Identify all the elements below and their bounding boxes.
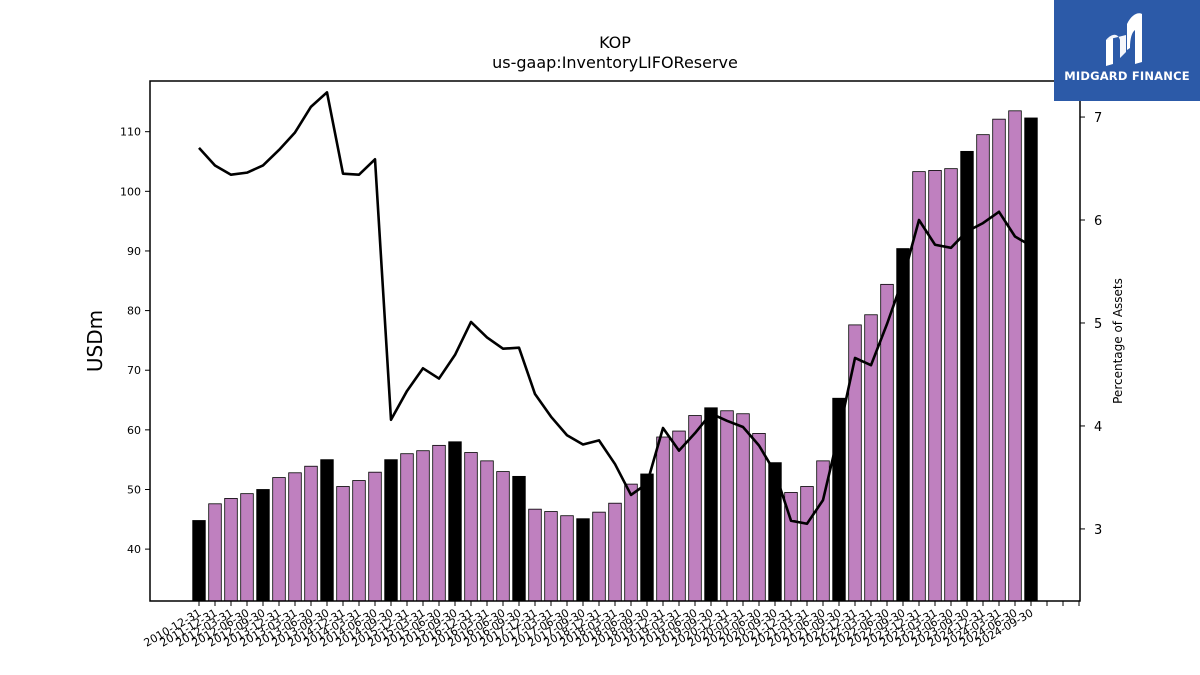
bar-2019-09-30 bbox=[752, 433, 766, 602]
bar-2023-03-31 bbox=[976, 134, 990, 602]
midgard-logo-icon bbox=[1106, 13, 1142, 66]
bar-2016-09-30 bbox=[560, 515, 574, 602]
bar-2016-06-30 bbox=[544, 511, 558, 602]
bar-2011-06-30 bbox=[224, 498, 238, 602]
y2-tick-label: 7 bbox=[1094, 111, 1102, 126]
bar-2016-03-31 bbox=[528, 508, 542, 602]
bar-2017-06-30 bbox=[608, 502, 622, 602]
bar-2011-03-31 bbox=[208, 503, 222, 602]
bar-2021-12-31 bbox=[896, 248, 910, 602]
bar-2014-03-31 bbox=[400, 453, 414, 602]
bar-2017-03-31 bbox=[592, 511, 606, 602]
y2-tick-label: 5 bbox=[1094, 317, 1102, 332]
bar-2022-06-30 bbox=[928, 170, 942, 602]
y2-tick-label: 4 bbox=[1094, 420, 1102, 435]
y-tick-label: 110 bbox=[120, 126, 141, 139]
bar-2020-06-30 bbox=[800, 486, 814, 602]
bar-2014-09-30 bbox=[432, 444, 446, 602]
y-tick-label: 100 bbox=[120, 185, 141, 198]
bar-2013-12-31 bbox=[384, 459, 398, 602]
bar-2014-12-31 bbox=[448, 441, 462, 602]
bar-2013-03-31 bbox=[336, 486, 350, 602]
bar-2011-09-30 bbox=[240, 493, 254, 602]
chart-subtitle: us-gaap:InventoryLIFOReserve bbox=[492, 53, 738, 72]
y-tick-label: 80 bbox=[127, 305, 141, 318]
bar-2015-03-31 bbox=[464, 452, 478, 602]
y-tick-label: 60 bbox=[127, 424, 141, 437]
percentage-of-assets-line bbox=[198, 91, 1032, 526]
bar-2018-06-30 bbox=[672, 430, 686, 602]
bar-2015-12-31 bbox=[512, 475, 526, 602]
chart-title: KOP bbox=[599, 33, 631, 52]
bar-2012-09-30 bbox=[304, 465, 318, 602]
y-tick-label: 90 bbox=[127, 245, 141, 258]
bar-2012-03-31 bbox=[272, 477, 286, 602]
bar-2021-03-31 bbox=[848, 324, 862, 602]
bar-2013-09-30 bbox=[368, 471, 382, 602]
y2-tick-label: 3 bbox=[1094, 523, 1102, 538]
bar-2022-12-31 bbox=[960, 150, 974, 602]
logo-text: MIDGARD FINANCE bbox=[1064, 69, 1190, 83]
y-tick-label: 50 bbox=[127, 483, 141, 496]
bar-2012-06-30 bbox=[288, 472, 302, 602]
line-group bbox=[198, 91, 1032, 526]
y-axis-label: USDm bbox=[83, 310, 107, 372]
bar-2017-12-31 bbox=[640, 473, 654, 602]
bar-2019-03-31 bbox=[720, 410, 734, 602]
bar-2014-06-30 bbox=[416, 450, 430, 602]
bar-2018-09-30 bbox=[688, 415, 702, 602]
bar-2018-12-31 bbox=[704, 407, 718, 602]
y2-axis-label: Percentage of Assets bbox=[1111, 278, 1125, 404]
y-tick-label: 70 bbox=[127, 364, 141, 377]
bar-2021-06-30 bbox=[864, 314, 878, 602]
bar-2023-12-31 bbox=[1024, 117, 1038, 602]
y2-tick-label: 6 bbox=[1094, 214, 1102, 229]
bar-2019-06-30 bbox=[736, 413, 750, 602]
bar-2013-06-30 bbox=[352, 480, 366, 602]
bar-group bbox=[192, 110, 1038, 602]
bar-2012-12-31 bbox=[320, 459, 334, 602]
bar-2022-09-30 bbox=[944, 168, 958, 602]
bar-2023-09-30 bbox=[1008, 110, 1022, 602]
bar-2017-09-30 bbox=[624, 483, 638, 602]
y-tick-label: 40 bbox=[127, 543, 141, 556]
bar-2016-12-31 bbox=[576, 518, 590, 602]
midgard-finance-logo: MIDGARD FINANCE bbox=[1054, 0, 1200, 101]
bar-2018-03-31 bbox=[656, 436, 670, 602]
bar-2015-09-30 bbox=[496, 471, 510, 602]
bar-2010-12-31 bbox=[192, 520, 206, 602]
y-axis-right: 3 4 5 6 7 bbox=[1080, 111, 1102, 538]
bar-2015-06-30 bbox=[480, 460, 494, 602]
bar-2011-12-31 bbox=[256, 489, 270, 602]
x-axis: 2010-12-312011-12-312012-03-312012-06-30… bbox=[142, 601, 1080, 650]
bar-2023-06-30 bbox=[992, 118, 1006, 602]
y-axis-left: 40 50 60 70 80 90 100 110 bbox=[120, 126, 150, 556]
